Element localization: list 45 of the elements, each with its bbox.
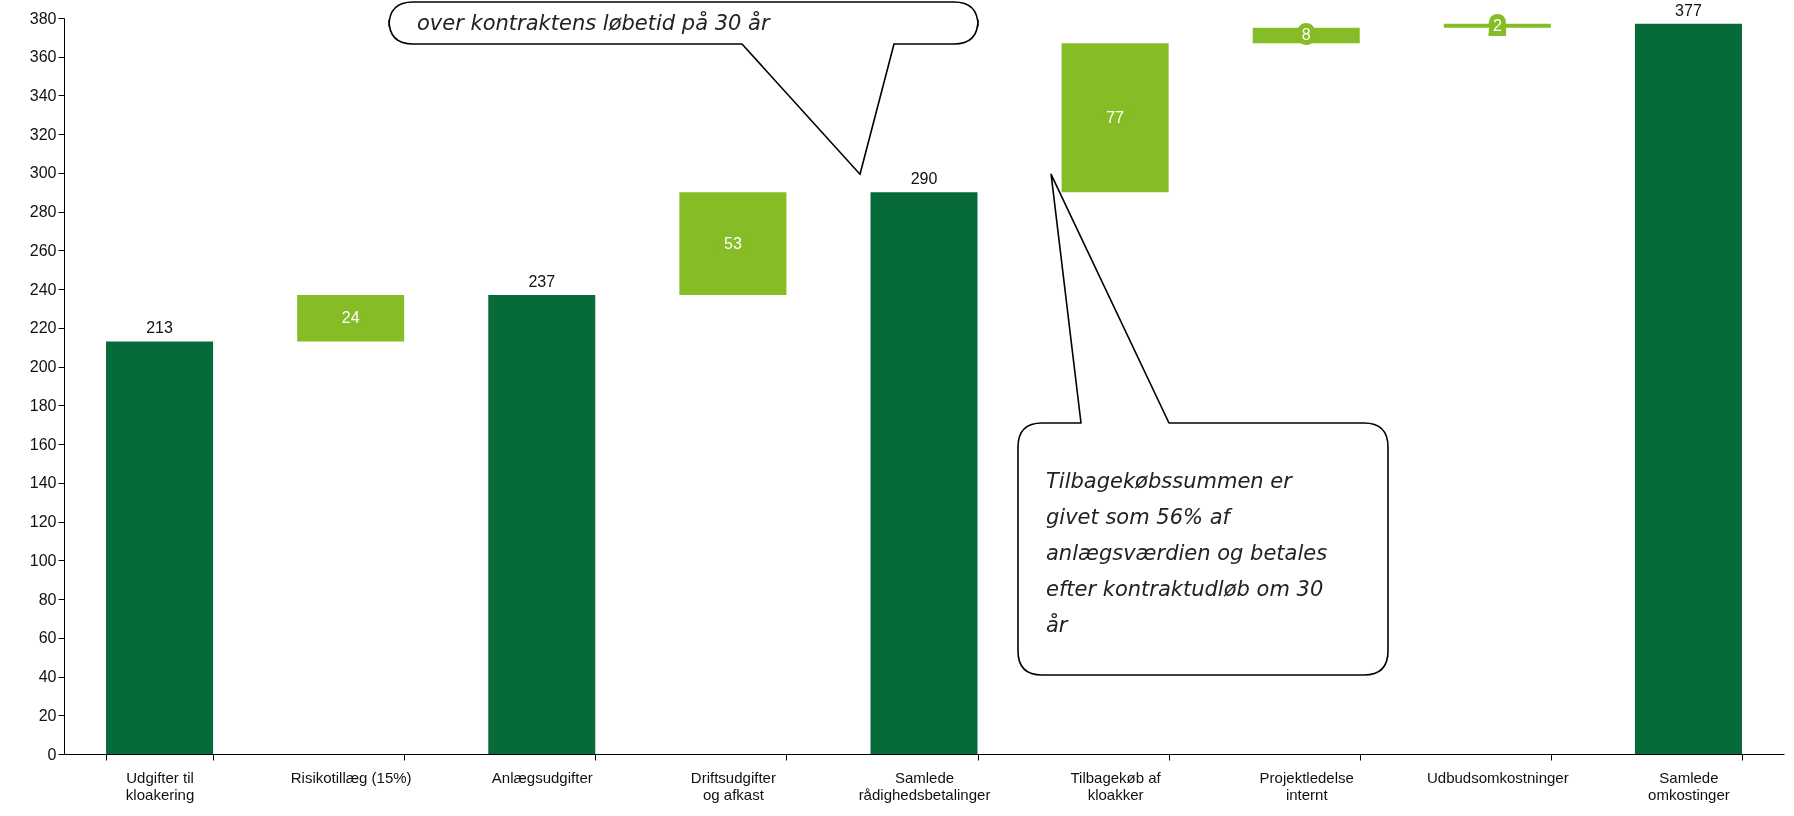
bar [488,294,596,754]
bar [679,192,787,295]
y-tick-label: 320 [29,125,57,143]
bar [1061,43,1169,193]
annotation: over kontraktens løbetid på 30 år [417,10,772,37]
x-tick-label: Anlægsudgifter [491,768,593,786]
y-tick-label: 340 [29,86,57,104]
x-tick-label: Projektledelse internt [1259,768,1354,803]
y-tick-label: 380 [29,9,57,27]
bar [870,192,978,754]
data-label: 237 [528,272,556,290]
y-tick-label: 300 [29,164,57,182]
y-tick-label: 360 [29,48,57,66]
annotation: Tilbagekøbssummen er givet som 56% af anlægsværdien og betales efter kontraktudløb om 30 år [1046,468,1329,639]
data-label: 8 [1301,26,1311,44]
y-tick-label: 100 [29,551,57,569]
y-tick-label: 40 [38,668,57,686]
bar [106,341,214,754]
x-tick-label: Udgifter til kloakering [125,768,195,803]
y-tick-label: 120 [29,513,57,531]
y-tick-label: 0 [47,745,57,763]
y-tick-label: 260 [29,241,57,259]
y-tick-label: 240 [29,280,57,298]
x-tick-label: Tilbagekøb af kloakker [1070,768,1162,803]
data-label: 213 [146,319,173,337]
data-label: 290 [910,170,938,188]
y-tick-label: 80 [38,590,57,608]
bar [1634,23,1742,754]
x-tick-label: Risikotillæg (15%) [290,768,412,786]
y-tick-label: 160 [29,435,57,453]
y-tick-label: 20 [38,706,57,724]
data-label: 53 [723,234,742,252]
x-tick-label: Samlede omkostinger [1648,768,1730,803]
y-tick-label: 200 [29,358,57,376]
x-tick-label: Udbudsomkostninger [1426,768,1569,786]
y-tick-label: 180 [29,396,57,414]
x-tick-label: Driftsudgifter og afkast [690,768,776,803]
data-label: 24 [341,309,360,327]
y-tick-label: 220 [29,319,57,337]
x-tick-label: Samlede rådighedsbetalinger [858,768,991,803]
data-label: 377 [1675,1,1702,19]
y-tick-label: 140 [29,474,57,492]
y-tick-label: 60 [38,629,57,647]
y-tick-label: 280 [29,203,57,221]
data-label: 77 [1106,108,1125,126]
